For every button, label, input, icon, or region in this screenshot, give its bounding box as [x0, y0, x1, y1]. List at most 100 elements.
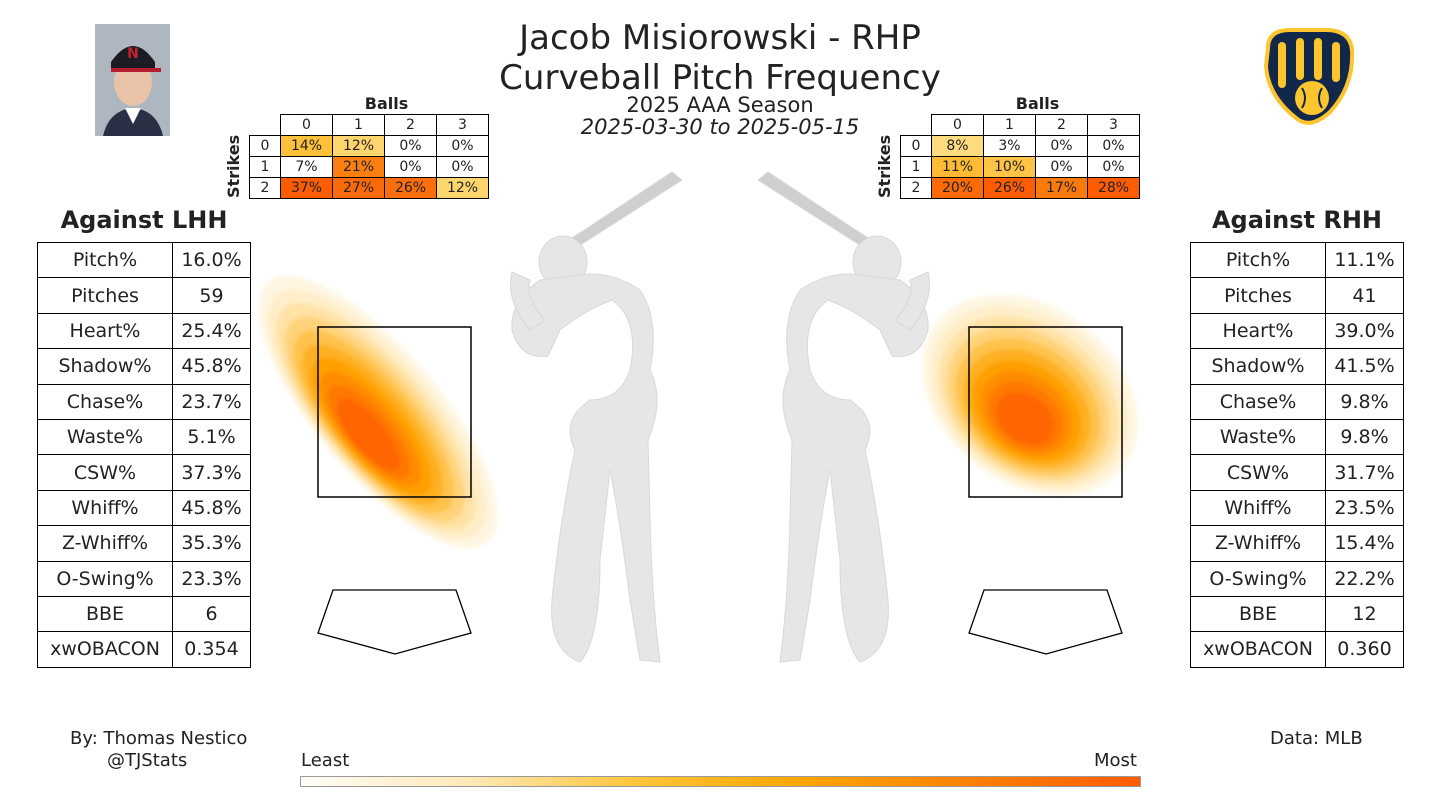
density-contour: [337, 398, 400, 470]
count-cell: 0%: [384, 156, 437, 178]
stat-label: xwOBACON: [1190, 631, 1326, 668]
stat-label: CSW%: [1190, 454, 1326, 491]
stat-row: O-Swing% 22.2%: [1190, 560, 1404, 597]
stat-row: Heart% 25.4%: [37, 312, 251, 350]
strike-zone-rhh: [968, 326, 1123, 498]
stat-label: Waste%: [1190, 418, 1326, 456]
stat-row: Pitch% 11.1%: [1190, 241, 1404, 279]
stat-row: Pitches 59: [37, 277, 251, 314]
stat-value: 45.8%: [172, 489, 251, 527]
stat-label: Heart%: [1190, 312, 1326, 350]
rhh-batter-silhouette: [757, 171, 931, 663]
stat-row: Pitch% 16.0%: [37, 241, 251, 279]
balls-label-lhh: Balls: [364, 94, 409, 113]
chart-title: Jacob Misiorowski - RHP: [519, 18, 921, 58]
author-handle: @TJStats: [107, 750, 188, 771]
count-cell: 28%: [1087, 177, 1140, 199]
stat-row: xwOBACON 0.360: [1190, 631, 1404, 668]
stat-row: Z-Whiff% 35.3%: [37, 525, 251, 562]
count-cell: 20%: [931, 177, 984, 199]
stat-value: 9.8%: [1325, 418, 1404, 456]
count-cell: 27%: [332, 177, 385, 199]
stat-label: Pitch%: [37, 241, 173, 279]
heatmap-rhh: [922, 294, 1138, 496]
stat-label: O-Swing%: [1190, 560, 1326, 597]
count-cell: 26%: [384, 177, 437, 199]
lhh-batter-silhouette: [509, 171, 683, 663]
data-source: Data: MLB: [1270, 728, 1363, 749]
stat-value: 16.0%: [172, 241, 251, 279]
stat-value: 15.4%: [1325, 525, 1404, 562]
density-contour: [997, 392, 1054, 445]
stat-row: Heart% 39.0%: [1190, 312, 1404, 350]
stat-value: 22.2%: [1325, 560, 1404, 597]
stat-value: 11.1%: [1325, 241, 1404, 279]
count-cell: 14%: [280, 135, 333, 157]
stat-row: Chase% 23.7%: [37, 383, 251, 420]
stat-label: Z-Whiff%: [1190, 525, 1326, 562]
stat-label: Z-Whiff%: [37, 525, 173, 562]
player-headshot: N: [95, 24, 170, 136]
count-cell: 10%: [983, 156, 1036, 178]
stat-value: 59: [172, 277, 251, 314]
team-logo: [1260, 26, 1356, 132]
count-cell: 0%: [1087, 156, 1140, 178]
stat-value: 23.7%: [172, 383, 251, 420]
stat-row: xwOBACON 0.354: [37, 631, 251, 668]
chart-subtitle: Curveball Pitch Frequency: [499, 58, 941, 98]
stat-row: BBE 6: [37, 595, 251, 633]
stat-row: Whiff% 45.8%: [37, 489, 251, 527]
count-table-rhh: 0 1 2 3 0 8% 3% 0% 0% 1 11% 10% 0% 0% 2 …: [900, 114, 1140, 199]
stat-value: 37.3%: [172, 454, 251, 491]
home-plate-lhh: [317, 589, 472, 655]
stat-value: 9.8%: [1325, 383, 1404, 420]
stat-label: Pitches: [37, 277, 173, 314]
rhh-heading: Against RHH: [1211, 206, 1383, 234]
stat-row: CSW% 37.3%: [37, 454, 251, 491]
stats-table-rhh: Pitch% 11.1% Pitches 41 Heart% 39.0% Shadow…: [1190, 241, 1404, 668]
stat-label: Whiff%: [37, 489, 173, 527]
count-cell: 0%: [436, 135, 489, 157]
stat-value: 31.7%: [1325, 454, 1404, 491]
stat-value: 35.3%: [172, 525, 251, 562]
stat-value: 41.5%: [1325, 348, 1404, 385]
count-cell: 21%: [332, 156, 385, 178]
count-cell: 0%: [384, 135, 437, 157]
colorbar-low-label: Least: [301, 750, 350, 771]
stat-label: Heart%: [37, 312, 173, 350]
stat-value: 0.354: [172, 631, 251, 668]
stat-row: CSW% 31.7%: [1190, 454, 1404, 491]
count-cell: 26%: [983, 177, 1036, 199]
stat-value: 39.0%: [1325, 312, 1404, 350]
date-range: 2025-03-30 to 2025-05-15: [580, 115, 860, 139]
svg-text:N: N: [127, 46, 139, 62]
stat-value: 45.8%: [172, 348, 251, 385]
stat-row: Shadow% 45.8%: [37, 348, 251, 385]
author-credit: By: Thomas Nestico: [70, 728, 248, 749]
stat-row: Waste% 5.1%: [37, 418, 251, 456]
stat-label: Whiff%: [1190, 489, 1326, 527]
stat-value: 25.4%: [172, 312, 251, 350]
colorbar-high-label: Most: [1094, 750, 1137, 771]
stat-label: Chase%: [37, 383, 173, 420]
stat-row: Pitches 41: [1190, 277, 1404, 314]
lhh-heading: Against LHH: [60, 206, 228, 234]
count-cell: 17%: [1035, 177, 1088, 199]
strike-zone-lhh: [317, 326, 472, 498]
stat-value: 23.3%: [172, 560, 251, 597]
stats-table-lhh: Pitch% 16.0% Pitches 59 Heart% 25.4% Shadow…: [37, 241, 251, 668]
stat-label: xwOBACON: [37, 631, 173, 668]
stat-row: Waste% 9.8%: [1190, 418, 1404, 456]
count-cell: 12%: [332, 135, 385, 157]
stat-row: Z-Whiff% 15.4%: [1190, 525, 1404, 562]
home-plate-rhh: [968, 589, 1123, 655]
stat-label: CSW%: [37, 454, 173, 491]
stat-row: Shadow% 41.5%: [1190, 348, 1404, 385]
stat-label: Pitches: [1190, 277, 1326, 314]
count-cell: 0%: [436, 156, 489, 178]
stat-row: O-Swing% 23.3%: [37, 560, 251, 597]
stat-row: Chase% 9.8%: [1190, 383, 1404, 420]
count-cell: 12%: [436, 177, 489, 199]
colorbar: [300, 776, 1141, 787]
season-label: 2025 AAA Season: [626, 93, 814, 117]
